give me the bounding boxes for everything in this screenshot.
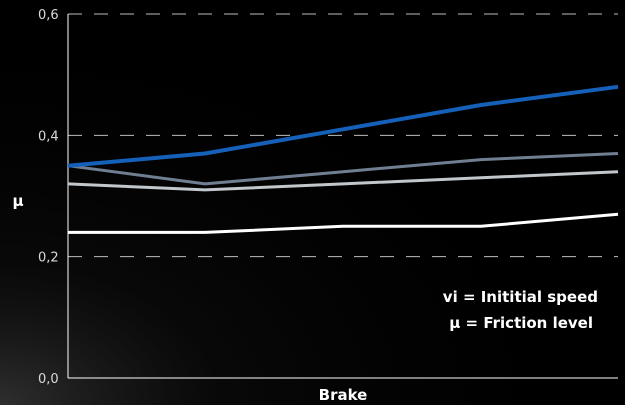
axes <box>67 14 618 379</box>
series-line-4 <box>68 212 619 234</box>
series-line-2 <box>67 152 619 186</box>
y-axis-label: μ <box>12 192 23 210</box>
y-tick-label: 0,4 <box>38 129 59 144</box>
grid <box>68 13 618 258</box>
y-tick-label: 0,0 <box>38 372 59 387</box>
annotation-initial-speed: vi = Inititial speed <box>443 288 598 306</box>
y-tick-label: 0,2 <box>38 251 59 266</box>
annotation-friction-level: μ = Friction level <box>449 314 593 332</box>
series-line-3 <box>67 170 619 192</box>
y-tick-labels: 0,0 0,2 0,4 0,6 <box>38 8 59 387</box>
x-axis-label: Brake <box>319 386 368 404</box>
y-tick-label: 0,6 <box>38 8 59 23</box>
series-lines <box>67 84 619 234</box>
series-line-1 <box>67 84 619 168</box>
